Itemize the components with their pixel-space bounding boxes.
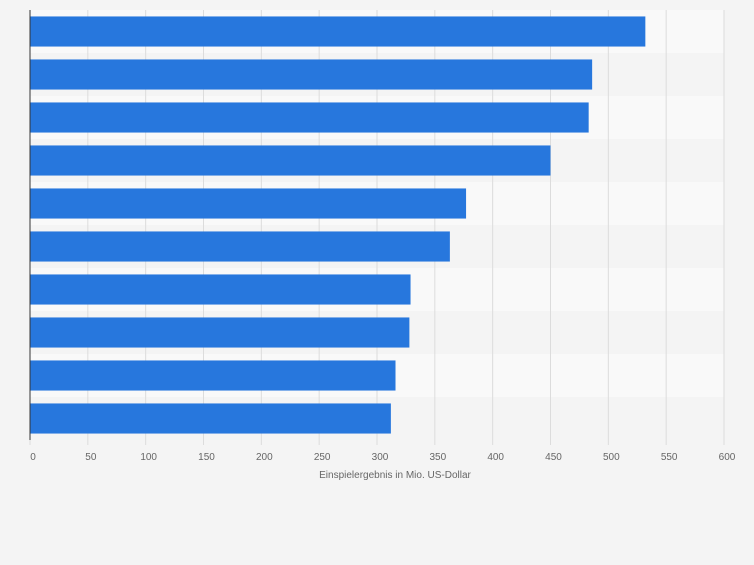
bar[interactable] (30, 145, 551, 176)
x-tick-label: 0 (30, 452, 36, 463)
x-tick-label: 450 (545, 452, 562, 463)
x-tick-label: 600 (719, 452, 736, 463)
x-tick-label: 250 (314, 452, 331, 463)
bar[interactable] (30, 16, 646, 47)
bar[interactable] (30, 274, 411, 305)
x-tick-label: 300 (372, 452, 389, 463)
x-tick-label: 200 (256, 452, 273, 463)
bar[interactable] (30, 188, 467, 219)
bars (30, 16, 646, 434)
x-axis-label: Einspielergebnis in Mio. US-Dollar (319, 470, 471, 481)
x-tick-label: 400 (487, 452, 504, 463)
x-tick-label: 100 (140, 452, 157, 463)
x-tick-label: 350 (429, 452, 446, 463)
x-tick-labels: 0 50 100 150 200 250 300 350 400 450 500 550 600 (30, 452, 736, 463)
x-tick-label: 500 (603, 452, 620, 463)
bar[interactable] (30, 102, 589, 133)
bar[interactable] (30, 360, 396, 391)
bar[interactable] (30, 231, 450, 262)
x-tick-label: 150 (198, 452, 215, 463)
bar[interactable] (30, 403, 391, 434)
bar[interactable] (30, 317, 410, 348)
bar[interactable] (30, 59, 593, 90)
x-tick-label: 50 (85, 452, 97, 463)
x-tick-label: 550 (661, 452, 678, 463)
